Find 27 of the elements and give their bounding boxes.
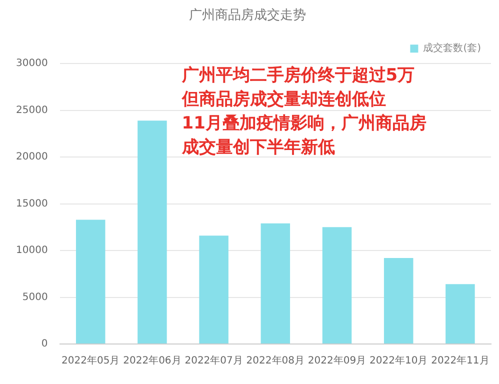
x-tick-label: 2022年07月 xyxy=(184,354,243,367)
x-tick-label: 2022年06月 xyxy=(123,354,182,367)
bar xyxy=(76,220,106,344)
bar xyxy=(260,223,290,344)
x-tick-label: 2022年09月 xyxy=(308,354,366,367)
chart-title: 广州商品房成交走势 xyxy=(189,7,306,24)
bar xyxy=(138,120,167,344)
y-tick-label: 15000 xyxy=(16,198,48,210)
x-tick-label: 2022年10月 xyxy=(370,354,428,367)
bar xyxy=(384,258,414,344)
bar xyxy=(199,236,228,344)
y-tick-label: 20000 xyxy=(16,152,48,163)
bar xyxy=(322,227,352,344)
legend-label: 成交套数(套) xyxy=(423,42,482,54)
y-tick-label: 10000 xyxy=(16,245,48,256)
y-tick-label: 5000 xyxy=(22,292,48,303)
bar xyxy=(446,284,475,344)
x-tick-label: 2022年08月 xyxy=(246,354,304,367)
y-tick-label: 25000 xyxy=(16,104,48,116)
annotation: 成交量创下半年新低 xyxy=(180,138,335,158)
annotation: 广州平均二手房价终于超过5万 xyxy=(180,66,415,86)
x-tick-label: 2022年11月 xyxy=(431,354,490,367)
annotation: 但商品房成交量却连创低位 xyxy=(180,90,386,110)
x-tick-label: 2022年05月 xyxy=(62,354,120,367)
annotation: 11月叠加疫情影响，广州商品房 xyxy=(182,114,426,134)
y-tick-label: 30000 xyxy=(16,58,48,70)
y-tick-label: 0 xyxy=(41,338,48,350)
